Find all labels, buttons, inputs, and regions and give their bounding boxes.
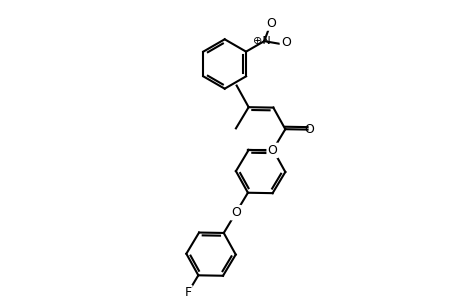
Text: O: O xyxy=(304,123,314,136)
Text: O: O xyxy=(280,36,290,50)
Text: O: O xyxy=(265,16,275,29)
Text: O: O xyxy=(230,206,241,219)
Text: O: O xyxy=(267,144,277,157)
Text: ⊕N: ⊕N xyxy=(253,36,270,46)
Text: F: F xyxy=(184,286,191,299)
